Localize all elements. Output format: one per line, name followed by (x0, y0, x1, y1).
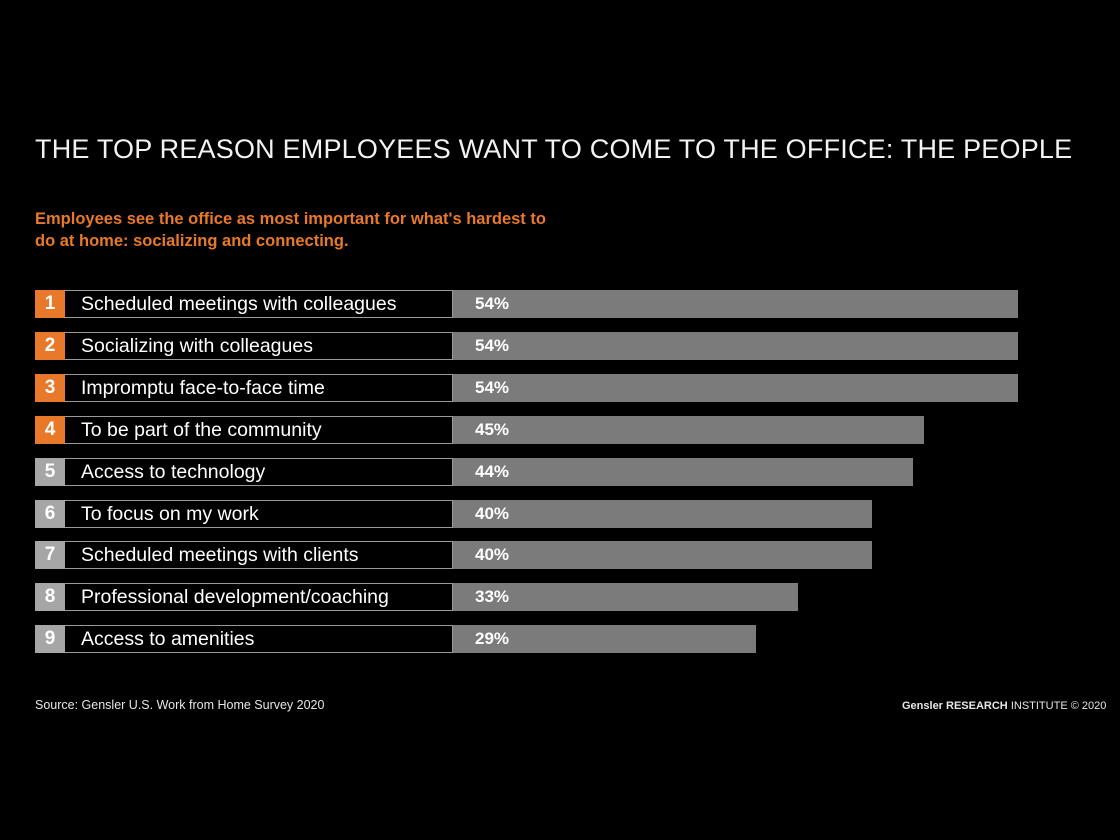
bar: 44% (453, 458, 913, 486)
bar-row-label: 7 Scheduled meetings with clients (35, 541, 453, 569)
rank-badge: 1 (35, 290, 65, 318)
category-label: To be part of the community (81, 419, 322, 441)
bar-value-label: 40% (475, 504, 510, 523)
bar: 45% (453, 416, 924, 444)
rank-badge: 5 (35, 458, 65, 486)
rank-badge: 9 (35, 625, 65, 653)
bar-row-label: 4 To be part of the community (35, 416, 453, 444)
bar-value-label: 33% (475, 587, 510, 606)
category-label: Access to technology (81, 461, 266, 483)
rank-badge: 8 (35, 583, 65, 611)
credit-rest: INSTITUTE © 2020 (1007, 700, 1107, 712)
bar: 54% (453, 332, 1018, 360)
rank-badge: 4 (35, 416, 65, 444)
bar-row-label: 1 Scheduled meetings with colleagues (35, 290, 453, 318)
bar: 29% (453, 625, 756, 653)
bar: 54% (453, 290, 1018, 318)
bar-value-label: 29% (475, 629, 510, 648)
bar-row-label: 3 Impromptu face-to-face time (35, 374, 453, 402)
chart-title: THE TOP REASON EMPLOYEES WANT TO COME TO… (35, 134, 1073, 164)
category-label: Scheduled meetings with colleagues (81, 293, 397, 315)
bar: 40% (453, 541, 872, 569)
category-label: To focus on my work (81, 503, 259, 525)
category-label: Access to amenities (81, 628, 255, 650)
bar-row-label: 2 Socializing with colleagues (35, 332, 453, 360)
bar-value-label: 54% (475, 294, 510, 313)
bar-value-label: 54% (475, 336, 510, 355)
category-label: Scheduled meetings with clients (81, 544, 359, 566)
category-label: Impromptu face-to-face time (81, 377, 325, 399)
rank-badge: 3 (35, 374, 65, 402)
chart-subtitle: Employees see the office as most importa… (35, 210, 546, 250)
bar: 33% (453, 583, 798, 611)
bar-value-label: 54% (475, 378, 510, 397)
bar-value-label: 44% (475, 462, 510, 481)
bar-row-label: 9 Access to amenities (35, 625, 453, 653)
rank-badge: 6 (35, 500, 65, 528)
rank-badge: 7 (35, 541, 65, 569)
bar-value-label: 45% (475, 420, 510, 439)
bar-row-label: 8 Professional development/coaching (35, 583, 453, 611)
source-note: Source: Gensler U.S. Work from Home Surv… (35, 698, 325, 712)
category-label: Professional development/coaching (81, 586, 389, 608)
rank-badge: 2 (35, 332, 65, 360)
bar: 54% (453, 374, 1018, 402)
bar: 40% (453, 500, 872, 528)
bar-row-label: 5 Access to technology (35, 458, 453, 486)
credit-brand: Gensler RESEARCH (902, 700, 1008, 712)
bar-row-label: 6 To focus on my work (35, 500, 453, 528)
bar-value-label: 40% (475, 545, 510, 564)
category-label: Socializing with colleagues (81, 335, 313, 357)
credit-line: Gensler RESEARCH INSTITUTE © 2020 (902, 700, 1106, 712)
